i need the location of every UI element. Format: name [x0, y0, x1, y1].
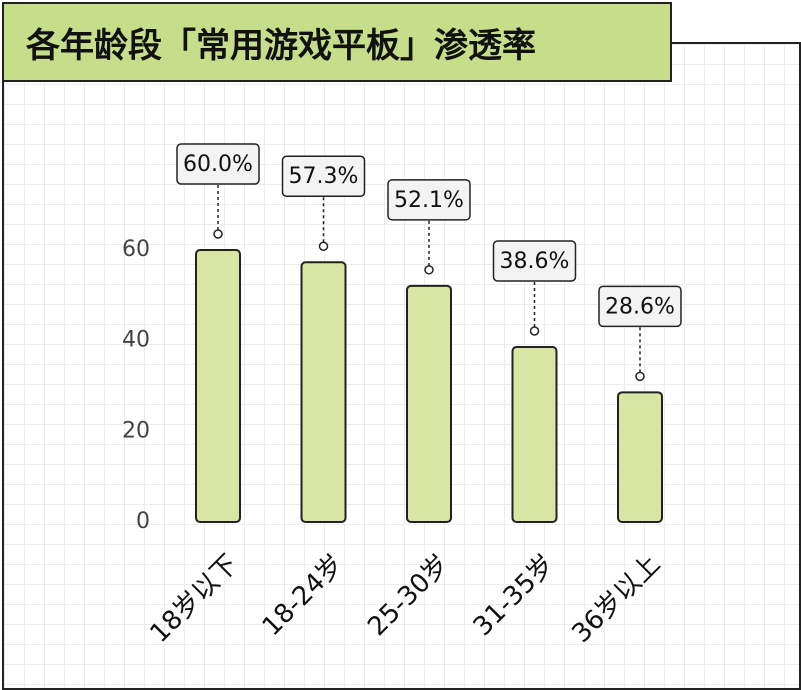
value-label: 60.0% [183, 152, 253, 177]
chart-title: 各年龄段「常用游戏平板」渗透率 [26, 25, 536, 66]
x-tick-label: 31-35岁 [468, 549, 561, 642]
value-label: 52.1% [394, 188, 464, 213]
chart-frame [2, 42, 801, 690]
bar [511, 346, 558, 523]
y-tick-label: 40 [122, 328, 150, 353]
x-tick-label: 36岁以上 [566, 549, 666, 649]
leader-dot [635, 371, 645, 382]
value-label: 28.6% [605, 294, 675, 319]
x-tick-label: 18-24岁 [257, 549, 350, 642]
leader-dot [529, 326, 540, 336]
value-label: 38.6% [500, 249, 570, 274]
bar [195, 249, 241, 523]
y-tick-label: 0 [136, 509, 150, 534]
value-label-box [598, 285, 682, 328]
y-tick-label: 60 [122, 237, 150, 262]
x-tick-label: 25-30岁 [362, 549, 455, 642]
value-label: 57.3% [289, 164, 359, 189]
bar [406, 284, 452, 523]
leader-dot [318, 241, 329, 251]
value-label-box [492, 240, 577, 282]
leader-dot [424, 265, 434, 275]
value-label-box [387, 179, 471, 221]
y-tick-label: 20 [122, 418, 150, 443]
title-box: 各年龄段「常用游戏平板」渗透率 [2, 2, 672, 82]
bar [300, 261, 347, 523]
value-label-box [281, 155, 366, 197]
bar [617, 391, 663, 524]
leader-dot [213, 229, 223, 239]
x-tick-label: 18岁以下 [144, 549, 244, 649]
value-label-box [176, 143, 260, 185]
